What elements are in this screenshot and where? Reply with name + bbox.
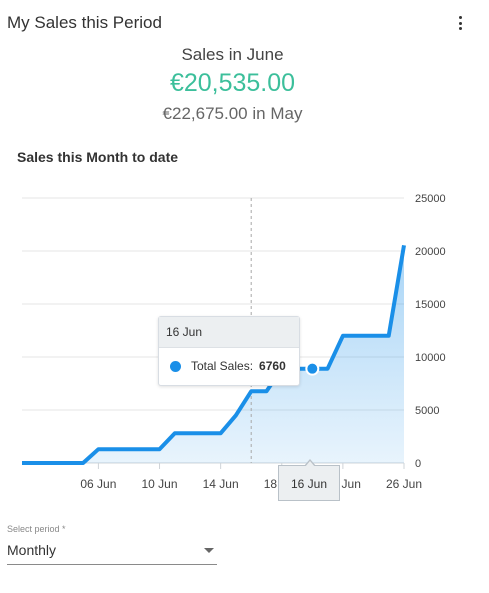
y-tick-label: 0 — [415, 458, 421, 470]
crosshair-x-label: 16 Jun — [278, 459, 340, 501]
period-select-label: Select period * — [7, 524, 66, 534]
y-tick-label: 10000 — [415, 352, 446, 364]
x-tick-label: 06 Jun — [80, 477, 116, 491]
y-tick-label: 5000 — [415, 405, 439, 417]
more-vert-icon[interactable] — [451, 14, 469, 32]
previous-period-value: €22,675.00 — [162, 104, 248, 123]
y-tick-label: 25000 — [415, 193, 446, 205]
previous-period: €22,675.00 in May — [0, 104, 465, 124]
tooltip-series-label: Total Sales: — [191, 359, 254, 373]
y-tick-label: 15000 — [415, 299, 446, 311]
x-tick-label: 26 Jun — [386, 477, 422, 491]
current-period-value: €20,535.00 — [169, 69, 296, 97]
series-area — [22, 245, 404, 463]
previous-period-suffix: in May — [252, 104, 303, 123]
chart-title: Sales this Month to date — [17, 149, 179, 165]
card-title: My Sales this Period — [7, 13, 162, 32]
current-period-label: Sales in June — [181, 45, 284, 64]
y-tick-label: 20000 — [415, 246, 446, 258]
period-select[interactable]: Select period * Monthly — [7, 524, 217, 566]
hover-point — [305, 361, 320, 376]
chart-tooltip: 16 Jun Total Sales: 6760 — [158, 316, 300, 386]
series-line — [22, 244, 406, 465]
x-tick-label: 14 Jun — [203, 477, 239, 491]
tooltip-date: 16 Jun — [159, 317, 299, 348]
x-tick-label: 10 Jun — [142, 477, 178, 491]
tooltip-value: 6760 — [259, 359, 286, 373]
tooltip-body: Total Sales: 6760 — [159, 348, 299, 385]
period-select-value: Monthly — [7, 542, 57, 558]
series-marker-icon — [170, 361, 181, 372]
select-underline — [7, 564, 217, 565]
dropdown-arrow-icon — [204, 548, 214, 553]
